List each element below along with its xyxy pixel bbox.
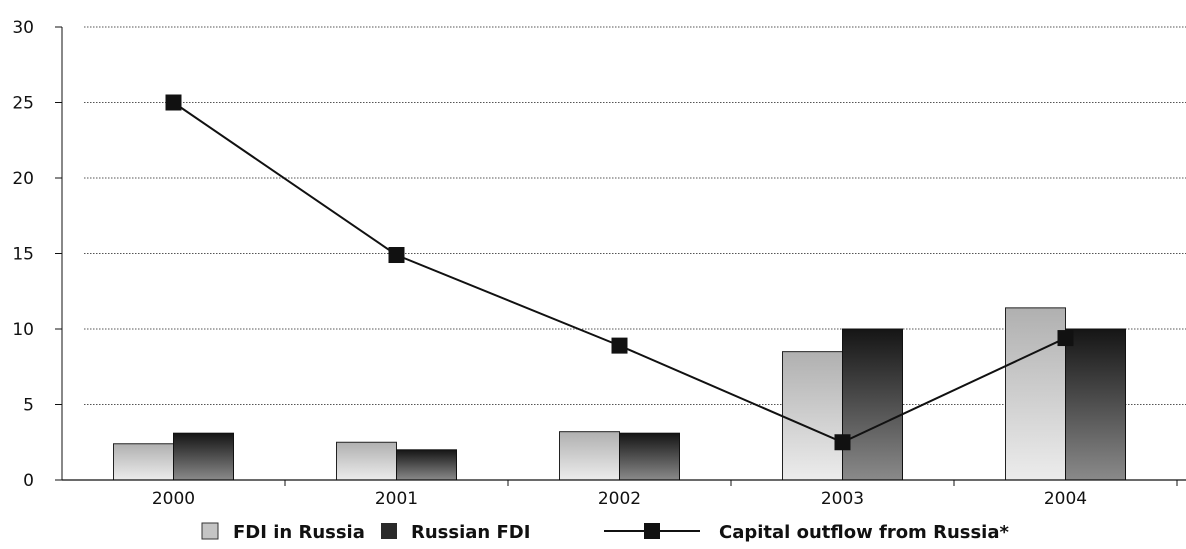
line-marker xyxy=(1057,330,1074,347)
y-tick-label: 20 xyxy=(12,169,34,189)
legend-label-capital-outflow: Capital outflow from Russia* xyxy=(719,522,1010,543)
x-tick-label: 2000 xyxy=(152,489,195,509)
line-capital-outflow xyxy=(172,101,1066,444)
y-tick-label: 25 xyxy=(12,94,34,114)
line-marker xyxy=(388,247,405,264)
bar-fdi-in-russia xyxy=(113,443,174,481)
x-tick-label: 2001 xyxy=(375,489,418,509)
legend-label-russian-fdi: Russian FDI xyxy=(411,522,530,543)
y-tick-label: 30 xyxy=(12,18,34,38)
x-tick-label: 2002 xyxy=(598,489,641,509)
gridlines xyxy=(84,26,1186,405)
line-marker xyxy=(834,434,851,451)
line-series xyxy=(165,94,1074,451)
legend-label-fdi-in-russia: FDI in Russia xyxy=(233,522,365,543)
line-marker xyxy=(165,94,182,111)
x-tick-label: 2003 xyxy=(821,489,864,509)
x-axis: 2000 2001 2002 2003 2004 xyxy=(62,479,1186,509)
bar-fdi-in-russia xyxy=(1005,307,1066,481)
bar-russian-fdi xyxy=(619,432,680,481)
legend-marker-capital-outflow xyxy=(644,523,660,539)
y-axis: 0 5 10 15 20 25 30 xyxy=(12,18,63,491)
bar-russian-fdi xyxy=(842,328,903,481)
bar-fdi-in-russia xyxy=(559,431,620,481)
bar-fdi-in-russia xyxy=(336,441,397,481)
y-tick-label: 15 xyxy=(12,245,34,265)
bar-fdi-in-russia xyxy=(782,351,843,481)
y-tick-label: 0 xyxy=(23,471,34,491)
y-tick-label: 10 xyxy=(12,320,34,340)
legend: FDI in Russia Russian FDI Capital outflow … xyxy=(201,522,1010,543)
legend-swatch-russian-fdi xyxy=(381,523,397,539)
bar-russian-fdi xyxy=(173,432,234,481)
bars xyxy=(113,307,1126,481)
line-marker xyxy=(611,337,628,354)
bar-russian-fdi xyxy=(396,449,457,481)
x-tick-label: 2004 xyxy=(1044,489,1087,509)
legend-swatch-fdi-in-russia xyxy=(201,522,219,540)
y-tick-label: 5 xyxy=(23,396,34,416)
bar-russian-fdi xyxy=(1065,328,1126,481)
